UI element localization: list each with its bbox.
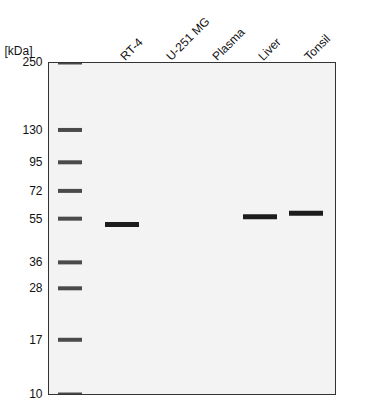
svg-text:28: 28 (29, 281, 43, 295)
svg-text:130: 130 (22, 123, 42, 137)
svg-text:Plasma: Plasma (209, 25, 247, 63)
svg-text:Tonsil: Tonsil (301, 32, 333, 64)
svg-text:36: 36 (29, 255, 43, 269)
svg-text:95: 95 (29, 155, 43, 169)
svg-text:U-251 MG: U-251 MG (163, 14, 212, 63)
svg-text:55: 55 (29, 212, 43, 226)
svg-text:Liver: Liver (255, 35, 283, 63)
svg-text:RT-4: RT-4 (117, 35, 145, 63)
svg-text:72: 72 (29, 184, 43, 198)
svg-text:[kDa]: [kDa] (5, 44, 33, 58)
svg-text:250: 250 (22, 55, 43, 70)
svg-text:10: 10 (29, 387, 43, 400)
svg-text:17: 17 (29, 333, 43, 347)
